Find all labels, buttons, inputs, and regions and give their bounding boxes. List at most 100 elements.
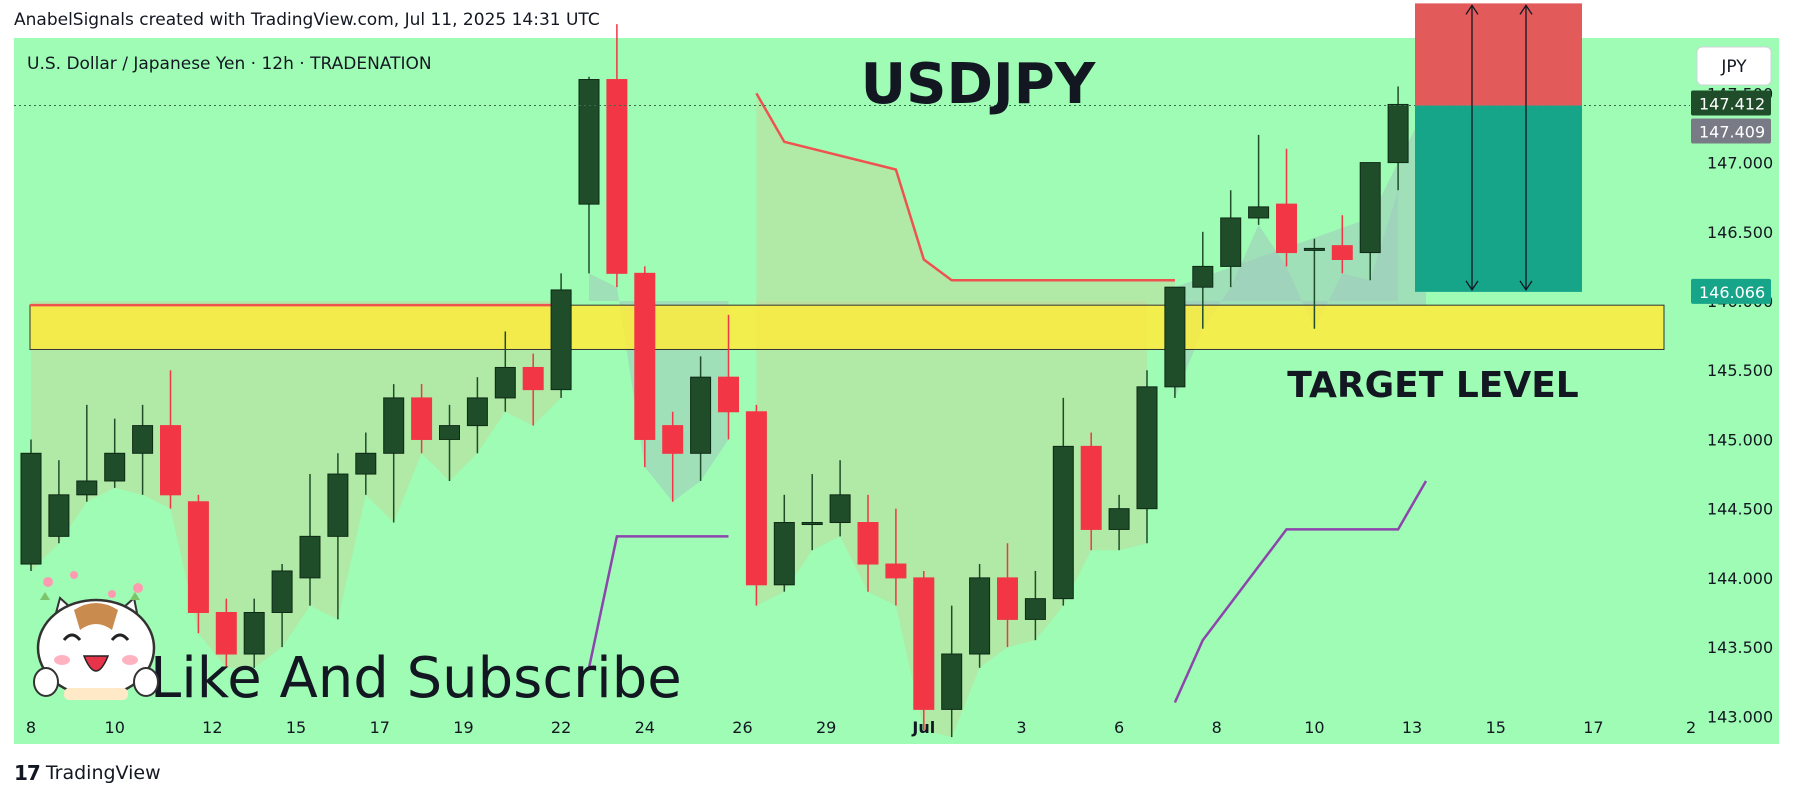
candle — [76, 404, 98, 502]
indicator-fill-area — [756, 301, 1147, 738]
price-tick-label: 146.500 — [1707, 223, 1773, 242]
candle — [215, 598, 237, 668]
candle-body — [466, 397, 488, 427]
candle — [662, 411, 684, 502]
position-target-area[interactable] — [1415, 105, 1582, 292]
footer-brand[interactable]: TradingView — [45, 762, 161, 784]
candle-body — [355, 452, 377, 475]
price-label-bg — [1691, 90, 1771, 116]
candle-body — [745, 411, 767, 586]
candle — [718, 314, 739, 440]
candle — [1303, 238, 1325, 329]
time-tick-label: 10 — [1304, 718, 1324, 737]
candle — [187, 494, 209, 634]
price-tick-label: 143.500 — [1707, 638, 1773, 657]
candle — [1359, 162, 1381, 281]
candle — [439, 404, 460, 481]
time-tick-label: 3 — [1016, 718, 1026, 737]
time-tick-label: 26 — [732, 718, 752, 737]
candle-body — [634, 272, 656, 440]
time-tick-label: 17 — [1583, 718, 1603, 737]
candle-body — [1248, 206, 1270, 219]
chart-attribution: AnabelSignals created with TradingView.c… — [14, 10, 600, 30]
currency-button[interactable]: JPY — [1696, 46, 1772, 86]
candle — [271, 564, 293, 648]
candle-body — [1276, 203, 1297, 254]
price-axis[interactable]: 143.000 143.500 144.000 144.500 145.000 145.5… — [1691, 84, 1773, 726]
candle — [745, 404, 767, 606]
candle — [522, 353, 544, 426]
candle — [299, 474, 321, 606]
candle-body — [1080, 445, 1102, 530]
candle-body — [662, 425, 684, 454]
candle-body — [829, 494, 851, 524]
time-tick-label: 10 — [105, 718, 125, 737]
candle-body — [690, 376, 712, 454]
candle-body — [885, 563, 907, 579]
candle — [132, 404, 154, 495]
arrow-head-down — [1465, 280, 1479, 292]
candle — [327, 453, 349, 620]
time-axis[interactable]: 8 10 12 15 17 19 22 24 26 29 Jul 3 6 8 10 13 15 17 2 — [26, 718, 1696, 737]
time-tick-label: 8 — [1212, 718, 1222, 737]
lower-indicator-line — [587, 535, 729, 669]
candle — [634, 266, 656, 468]
candle — [1387, 86, 1409, 191]
candle — [829, 460, 851, 537]
chart-title: USDJPY — [861, 52, 1097, 117]
candle-body — [773, 522, 795, 586]
time-tick-label: 19 — [453, 718, 473, 737]
position-tool[interactable] — [1415, 3, 1582, 292]
time-tick-label: 15 — [286, 718, 306, 737]
candle-body — [48, 494, 70, 537]
candle-body — [20, 452, 42, 565]
footer: 𝟭𝟳 TradingView — [14, 761, 161, 785]
indicator-fill-area — [1174, 107, 1426, 306]
indicator-line-layer — [30, 92, 1428, 703]
time-tick-label: 2 — [1686, 718, 1696, 737]
candle — [773, 494, 795, 592]
candle — [1220, 190, 1242, 288]
like-subscribe-label: Like And Subscribe — [150, 646, 682, 711]
candle-body — [494, 366, 516, 399]
candle-body — [1387, 103, 1409, 164]
candle-body — [327, 473, 349, 537]
candle — [243, 598, 265, 668]
price-label-text: 147.409 — [1699, 123, 1765, 142]
price-label-text: 146.066 — [1699, 283, 1765, 302]
time-tick-label: 24 — [635, 718, 655, 737]
arrow-head-up — [1465, 4, 1479, 15]
candle — [913, 570, 935, 731]
candle — [857, 494, 879, 592]
price-tick-label: 144.000 — [1707, 569, 1773, 588]
candle — [941, 605, 963, 738]
candle-body — [132, 425, 154, 454]
candle — [885, 508, 907, 606]
candle-body — [383, 397, 405, 454]
candle-body — [913, 577, 935, 710]
candle — [1192, 231, 1214, 329]
candle — [1248, 134, 1270, 225]
candle-body — [1331, 245, 1353, 260]
price-label-bg — [1691, 278, 1771, 304]
candle-body — [941, 653, 963, 710]
position-arrows — [1465, 4, 1533, 292]
candle-body — [969, 577, 991, 655]
candle — [466, 377, 488, 454]
candle-body — [1108, 508, 1130, 530]
candle — [355, 432, 377, 495]
candle — [104, 418, 126, 488]
candle — [1080, 432, 1102, 551]
candle-body — [1136, 386, 1158, 510]
candle-body — [1303, 247, 1325, 251]
candle-body — [243, 611, 265, 655]
cat-mascot-icon — [33, 571, 159, 700]
position-stop-area[interactable] — [1415, 3, 1582, 106]
candle-body — [411, 397, 433, 440]
candle-body — [1024, 598, 1046, 620]
currency-label: JPY — [1720, 57, 1747, 77]
candle-body — [522, 366, 544, 391]
price-label-text: 147.412 — [1699, 95, 1765, 114]
candle-body — [160, 425, 181, 496]
